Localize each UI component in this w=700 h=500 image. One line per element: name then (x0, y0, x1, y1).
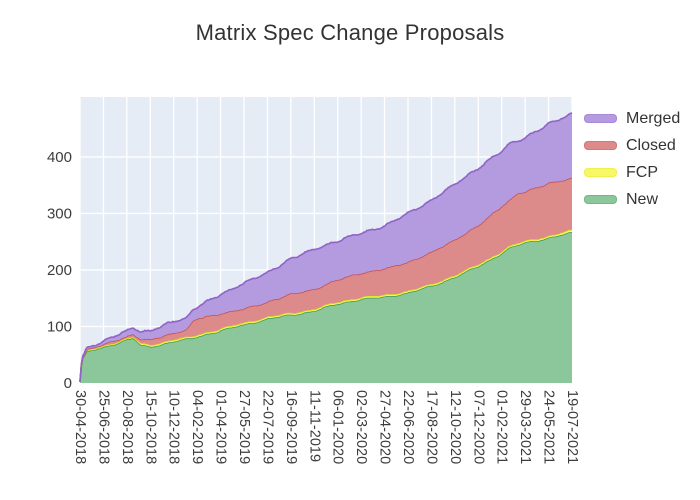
area-fcp (80, 229, 572, 382)
x-tick-label: 25-06-2018 (95, 390, 111, 464)
x-tick-label: 11-11-2019 (306, 390, 322, 462)
legend-label-closed: Closed (626, 136, 676, 154)
y-tick-label: 400 (47, 149, 72, 166)
legend-item-fcp[interactable]: FCP (584, 159, 680, 186)
x-tick-label: 06-01-2020 (330, 390, 346, 464)
x-tick-label: 01-04-2019 (213, 390, 229, 464)
y-tick-label: 100 (47, 318, 72, 335)
x-tick-label: 01-02-2021 (494, 390, 510, 464)
x-tick-label: 02-03-2020 (353, 390, 369, 464)
x-axis: 30-04-2018 25-06-2018 20-08-2018 15-10-2018… (72, 390, 580, 464)
legend-swatch-new (584, 195, 617, 204)
x-tick-label: 20-08-2018 (119, 390, 135, 464)
x-tick-label: 29-03-2021 (517, 390, 533, 464)
legend: Merged Closed FCP New (584, 105, 680, 213)
legend-label-merged: Merged (626, 109, 681, 127)
y-axis: 0 100 200 300 400 (47, 149, 72, 392)
x-tick-label: 10-12-2018 (166, 390, 182, 464)
area-closed (80, 177, 572, 382)
legend-label-new: New (626, 190, 659, 208)
y-tick-label: 300 (47, 205, 72, 222)
x-tick-label: 12-10-2020 (447, 390, 463, 464)
area-merged (80, 112, 572, 382)
legend-label-fcp: FCP (626, 163, 658, 181)
y-tick-label: 200 (47, 262, 72, 279)
chart-title: Matrix Spec Change Proposals (195, 20, 505, 45)
legend-swatch-fcp (584, 168, 617, 177)
legend-item-new[interactable]: New (584, 186, 680, 213)
x-tick-label: 27-04-2020 (377, 390, 393, 464)
x-tick-label: 24-05-2021 (541, 390, 557, 464)
y-tick-label: 0 (64, 375, 72, 392)
x-tick-label: 04-02-2019 (189, 390, 205, 464)
legend-item-merged[interactable]: Merged (584, 105, 680, 132)
x-tick-label: 27-05-2019 (236, 390, 252, 464)
x-tick-label: 30-04-2018 (72, 390, 88, 464)
x-tick-label: 15-10-2018 (142, 390, 158, 464)
legend-swatch-merged (584, 114, 617, 123)
line-merged (79, 112, 573, 382)
x-tick-label: 17-08-2020 (423, 390, 439, 464)
x-tick-label: 19-07-2021 (564, 390, 580, 464)
x-tick-label: 16-09-2019 (283, 390, 299, 464)
area-new (80, 232, 572, 383)
legend-swatch-closed (584, 141, 617, 150)
legend-item-closed[interactable]: Closed (584, 132, 680, 159)
x-tick-label: 22-06-2020 (400, 390, 416, 464)
x-tick-label: 07-12-2020 (470, 390, 486, 464)
x-tick-label: 22-07-2019 (259, 390, 275, 464)
